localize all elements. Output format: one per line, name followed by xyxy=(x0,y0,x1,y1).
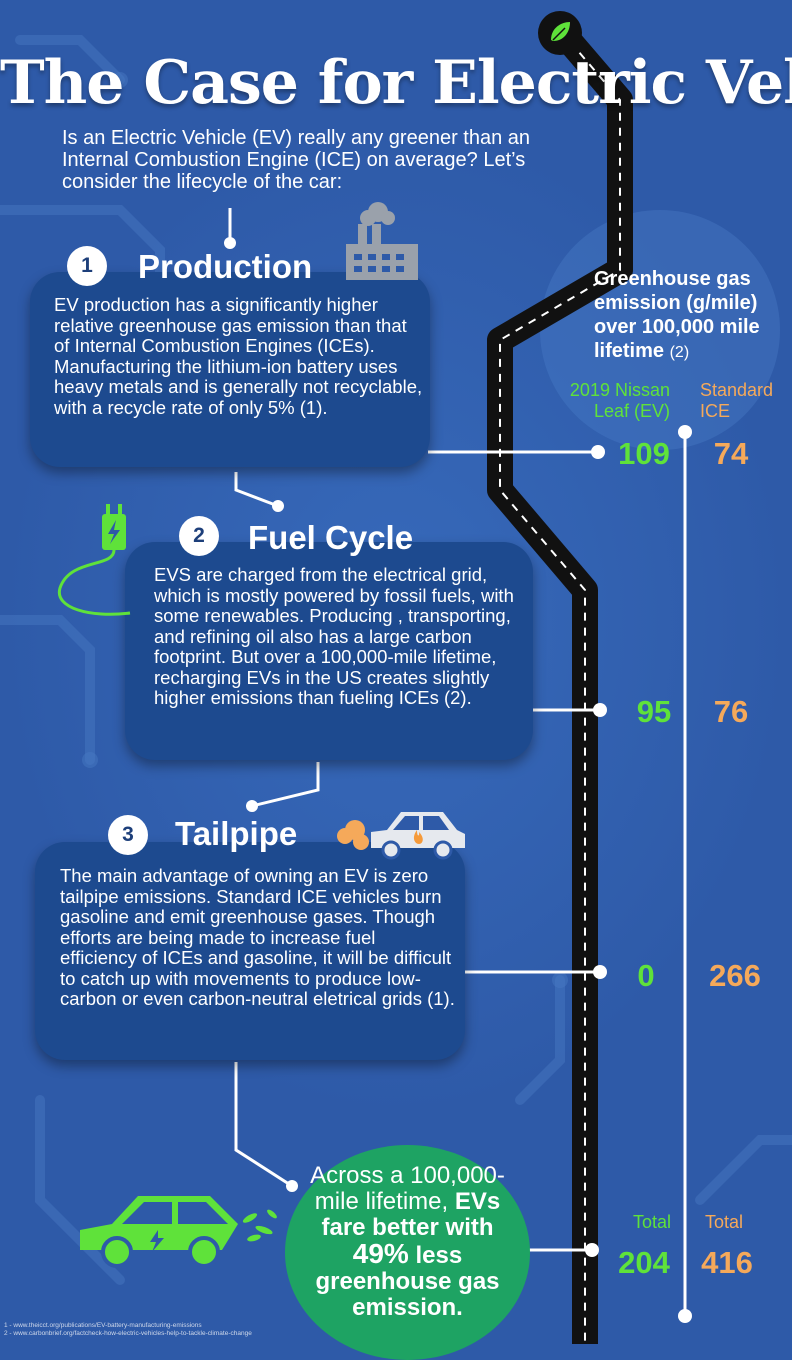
conclusion-bold1: EVs fare better with xyxy=(321,1188,501,1241)
factory-icon xyxy=(346,202,418,280)
ghg-heading: Greenhouse gas emission (g/mile) over 10… xyxy=(594,267,792,365)
ev-total-value: 204 xyxy=(618,1245,670,1280)
production-heading: Production xyxy=(138,248,313,285)
intro-text: Is an Electric Vehicle (EV) really any g… xyxy=(62,127,531,193)
step-number-1: 1 xyxy=(67,246,107,286)
production-ev-value: 109 xyxy=(618,436,670,471)
production-box xyxy=(30,272,430,467)
fuel-cycle-text: EVS are charged from the electrical grid… xyxy=(154,564,514,708)
tailpipe-ice-value: 266 xyxy=(709,958,761,993)
step-number-3: 3 xyxy=(108,815,148,855)
conclusion-text: Across a 100,000-mile lifetime, EVs fare… xyxy=(295,1163,520,1321)
ev-column-header: 2019 Nissan Leaf (EV) xyxy=(569,380,670,421)
ice-total-label: Total xyxy=(704,1212,744,1232)
leaf-pin-icon xyxy=(538,11,582,55)
conclusion-pct: 49% xyxy=(352,1238,409,1269)
page-title: The Case for Electric Vehicles xyxy=(0,48,792,118)
tailpipe-ev-value: 0 xyxy=(637,958,655,993)
plug-icon xyxy=(57,504,131,616)
tailpipe-box xyxy=(35,842,465,1060)
ghg-heading-ref: (2) xyxy=(669,344,690,361)
footnote-2: 2 - www.carbonbrief.org/factcheck-how-el… xyxy=(4,1330,252,1337)
conclusion-bold2: less greenhouse gas emission. xyxy=(315,1242,500,1321)
ice-total-value: 416 xyxy=(701,1245,753,1280)
production-ice-value: 74 xyxy=(713,436,749,471)
gas-car-icon xyxy=(337,812,465,860)
fuel-cycle-heading: Fuel Cycle xyxy=(248,519,414,556)
tailpipe-text: The main advantage of owning an EV is ze… xyxy=(60,865,455,1009)
conclusion-bubble xyxy=(285,1145,530,1360)
ghg-heading-text: Greenhouse gas emission (g/mile) over 10… xyxy=(594,268,760,362)
conclusion-part1: Across a 100,000-mile lifetime, xyxy=(310,1162,505,1215)
ev-car-icon xyxy=(80,1196,277,1268)
step-number-2: 2 xyxy=(179,516,219,556)
fuel-cycle-ice-value: 76 xyxy=(713,694,749,729)
ice-column-header: Standard ICE xyxy=(700,380,774,421)
tailpipe-heading: Tailpipe xyxy=(175,815,298,852)
fuel-cycle-box xyxy=(125,542,533,760)
footnote-1: 1 - www.theicct.org/publications/EV-batt… xyxy=(4,1322,202,1329)
production-text: EV production has a significantly higher… xyxy=(54,294,423,418)
ev-total-label: Total xyxy=(632,1212,672,1232)
fuel-cycle-ev-value: 95 xyxy=(636,694,672,729)
